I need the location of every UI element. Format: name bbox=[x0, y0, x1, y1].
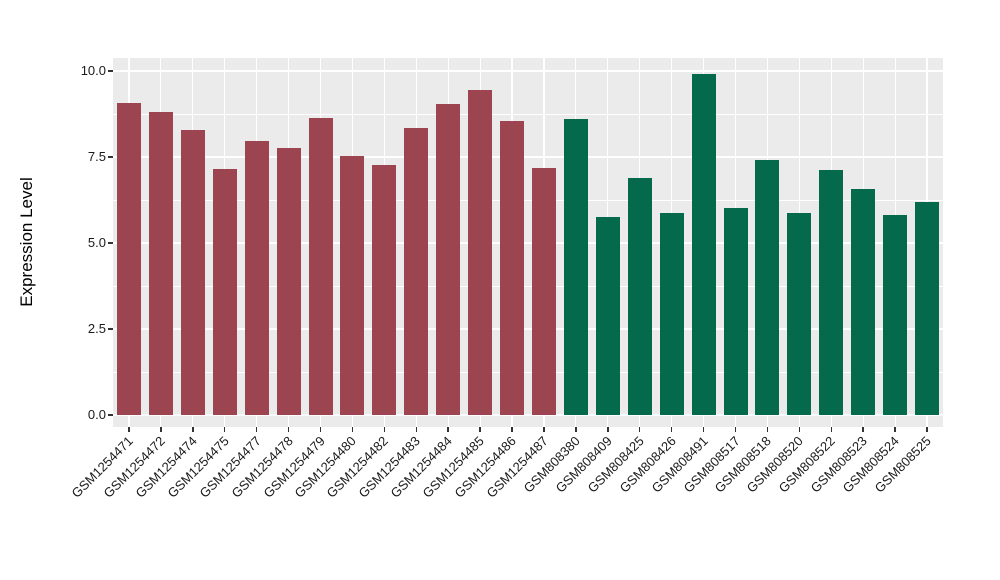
bar-GSM1254479 bbox=[308, 118, 333, 415]
minor-gridline bbox=[113, 113, 943, 115]
x-axis-tick bbox=[734, 427, 737, 432]
y-tick-label: 2.5 bbox=[87, 321, 106, 336]
major-gridline bbox=[113, 328, 943, 330]
x-axis-tick bbox=[319, 427, 322, 432]
y-axis-title: Expression Level bbox=[17, 177, 36, 307]
x-axis-tick bbox=[926, 427, 928, 432]
bar-GSM808380 bbox=[563, 119, 588, 415]
bar-GSM1254484 bbox=[436, 103, 461, 415]
x-axis-tick bbox=[287, 427, 290, 432]
x-axis-tick bbox=[192, 427, 194, 432]
bar-GSM1254477 bbox=[244, 140, 269, 415]
bar-GSM1254471 bbox=[116, 102, 141, 415]
bar-GSM1254472 bbox=[148, 111, 173, 415]
x-axis-tick bbox=[607, 427, 609, 432]
x-axis-tick bbox=[830, 427, 833, 432]
x-axis-tick bbox=[447, 427, 449, 432]
bar-GSM1254487 bbox=[531, 167, 556, 415]
bar-GSM808425 bbox=[627, 177, 652, 415]
x-axis-tick bbox=[255, 427, 258, 432]
x-axis-tick bbox=[798, 427, 801, 432]
bar-GSM808524 bbox=[883, 215, 908, 415]
x-axis-tick bbox=[415, 427, 418, 432]
y-tick-label: 0.0 bbox=[87, 407, 106, 422]
bar-GSM808520 bbox=[787, 212, 812, 415]
y-axis-tick bbox=[108, 70, 113, 72]
y-axis-tick bbox=[108, 242, 113, 244]
x-axis-tick bbox=[351, 427, 354, 432]
y-tick-label: 7.5 bbox=[87, 149, 106, 164]
bar-GSM808409 bbox=[595, 216, 620, 415]
bar-GSM808523 bbox=[851, 189, 876, 415]
bar-GSM1254486 bbox=[500, 120, 525, 415]
bar-GSM808522 bbox=[819, 170, 844, 415]
x-axis-tick bbox=[543, 427, 545, 432]
bar-GSM808525 bbox=[915, 202, 940, 415]
x-axis-tick bbox=[223, 427, 226, 432]
bar-GSM1254475 bbox=[212, 169, 237, 415]
y-axis-tick bbox=[108, 328, 113, 330]
x-axis-tick bbox=[383, 427, 386, 432]
bar-GSM1254474 bbox=[180, 130, 205, 415]
plot-panel bbox=[113, 58, 943, 427]
bar-GSM808517 bbox=[723, 207, 748, 415]
bar-GSM808426 bbox=[659, 213, 684, 415]
x-axis-tick bbox=[160, 427, 162, 432]
bar-GSM808518 bbox=[755, 160, 780, 415]
bar-GSM1254480 bbox=[340, 156, 365, 415]
x-axis-tick bbox=[479, 427, 481, 432]
major-gridline bbox=[113, 156, 943, 158]
bar-GSM808491 bbox=[691, 74, 716, 415]
bar-GSM1254482 bbox=[372, 165, 397, 415]
x-axis-tick bbox=[575, 427, 577, 432]
x-axis-tick bbox=[511, 427, 513, 432]
bar-GSM1254483 bbox=[404, 127, 429, 415]
x-axis-tick bbox=[862, 427, 864, 432]
major-gridline bbox=[113, 414, 943, 416]
y-tick-label: 10.0 bbox=[80, 63, 106, 78]
y-axis-tick bbox=[108, 414, 113, 416]
minor-gridline bbox=[113, 285, 943, 287]
x-axis-tick bbox=[766, 427, 769, 432]
major-gridline bbox=[113, 242, 943, 244]
x-axis-tick bbox=[128, 427, 130, 432]
major-gridline bbox=[113, 70, 943, 72]
x-axis-tick bbox=[894, 427, 896, 432]
bar-GSM1254485 bbox=[468, 90, 493, 415]
minor-gridline bbox=[113, 371, 943, 373]
bar-GSM1254478 bbox=[276, 148, 301, 415]
x-axis-tick bbox=[670, 427, 673, 432]
x-axis-tick bbox=[702, 427, 705, 432]
x-axis-tick bbox=[638, 427, 641, 432]
minor-gridline bbox=[113, 199, 943, 201]
y-tick-label: 5.0 bbox=[87, 235, 106, 250]
y-axis-tick bbox=[108, 156, 113, 158]
